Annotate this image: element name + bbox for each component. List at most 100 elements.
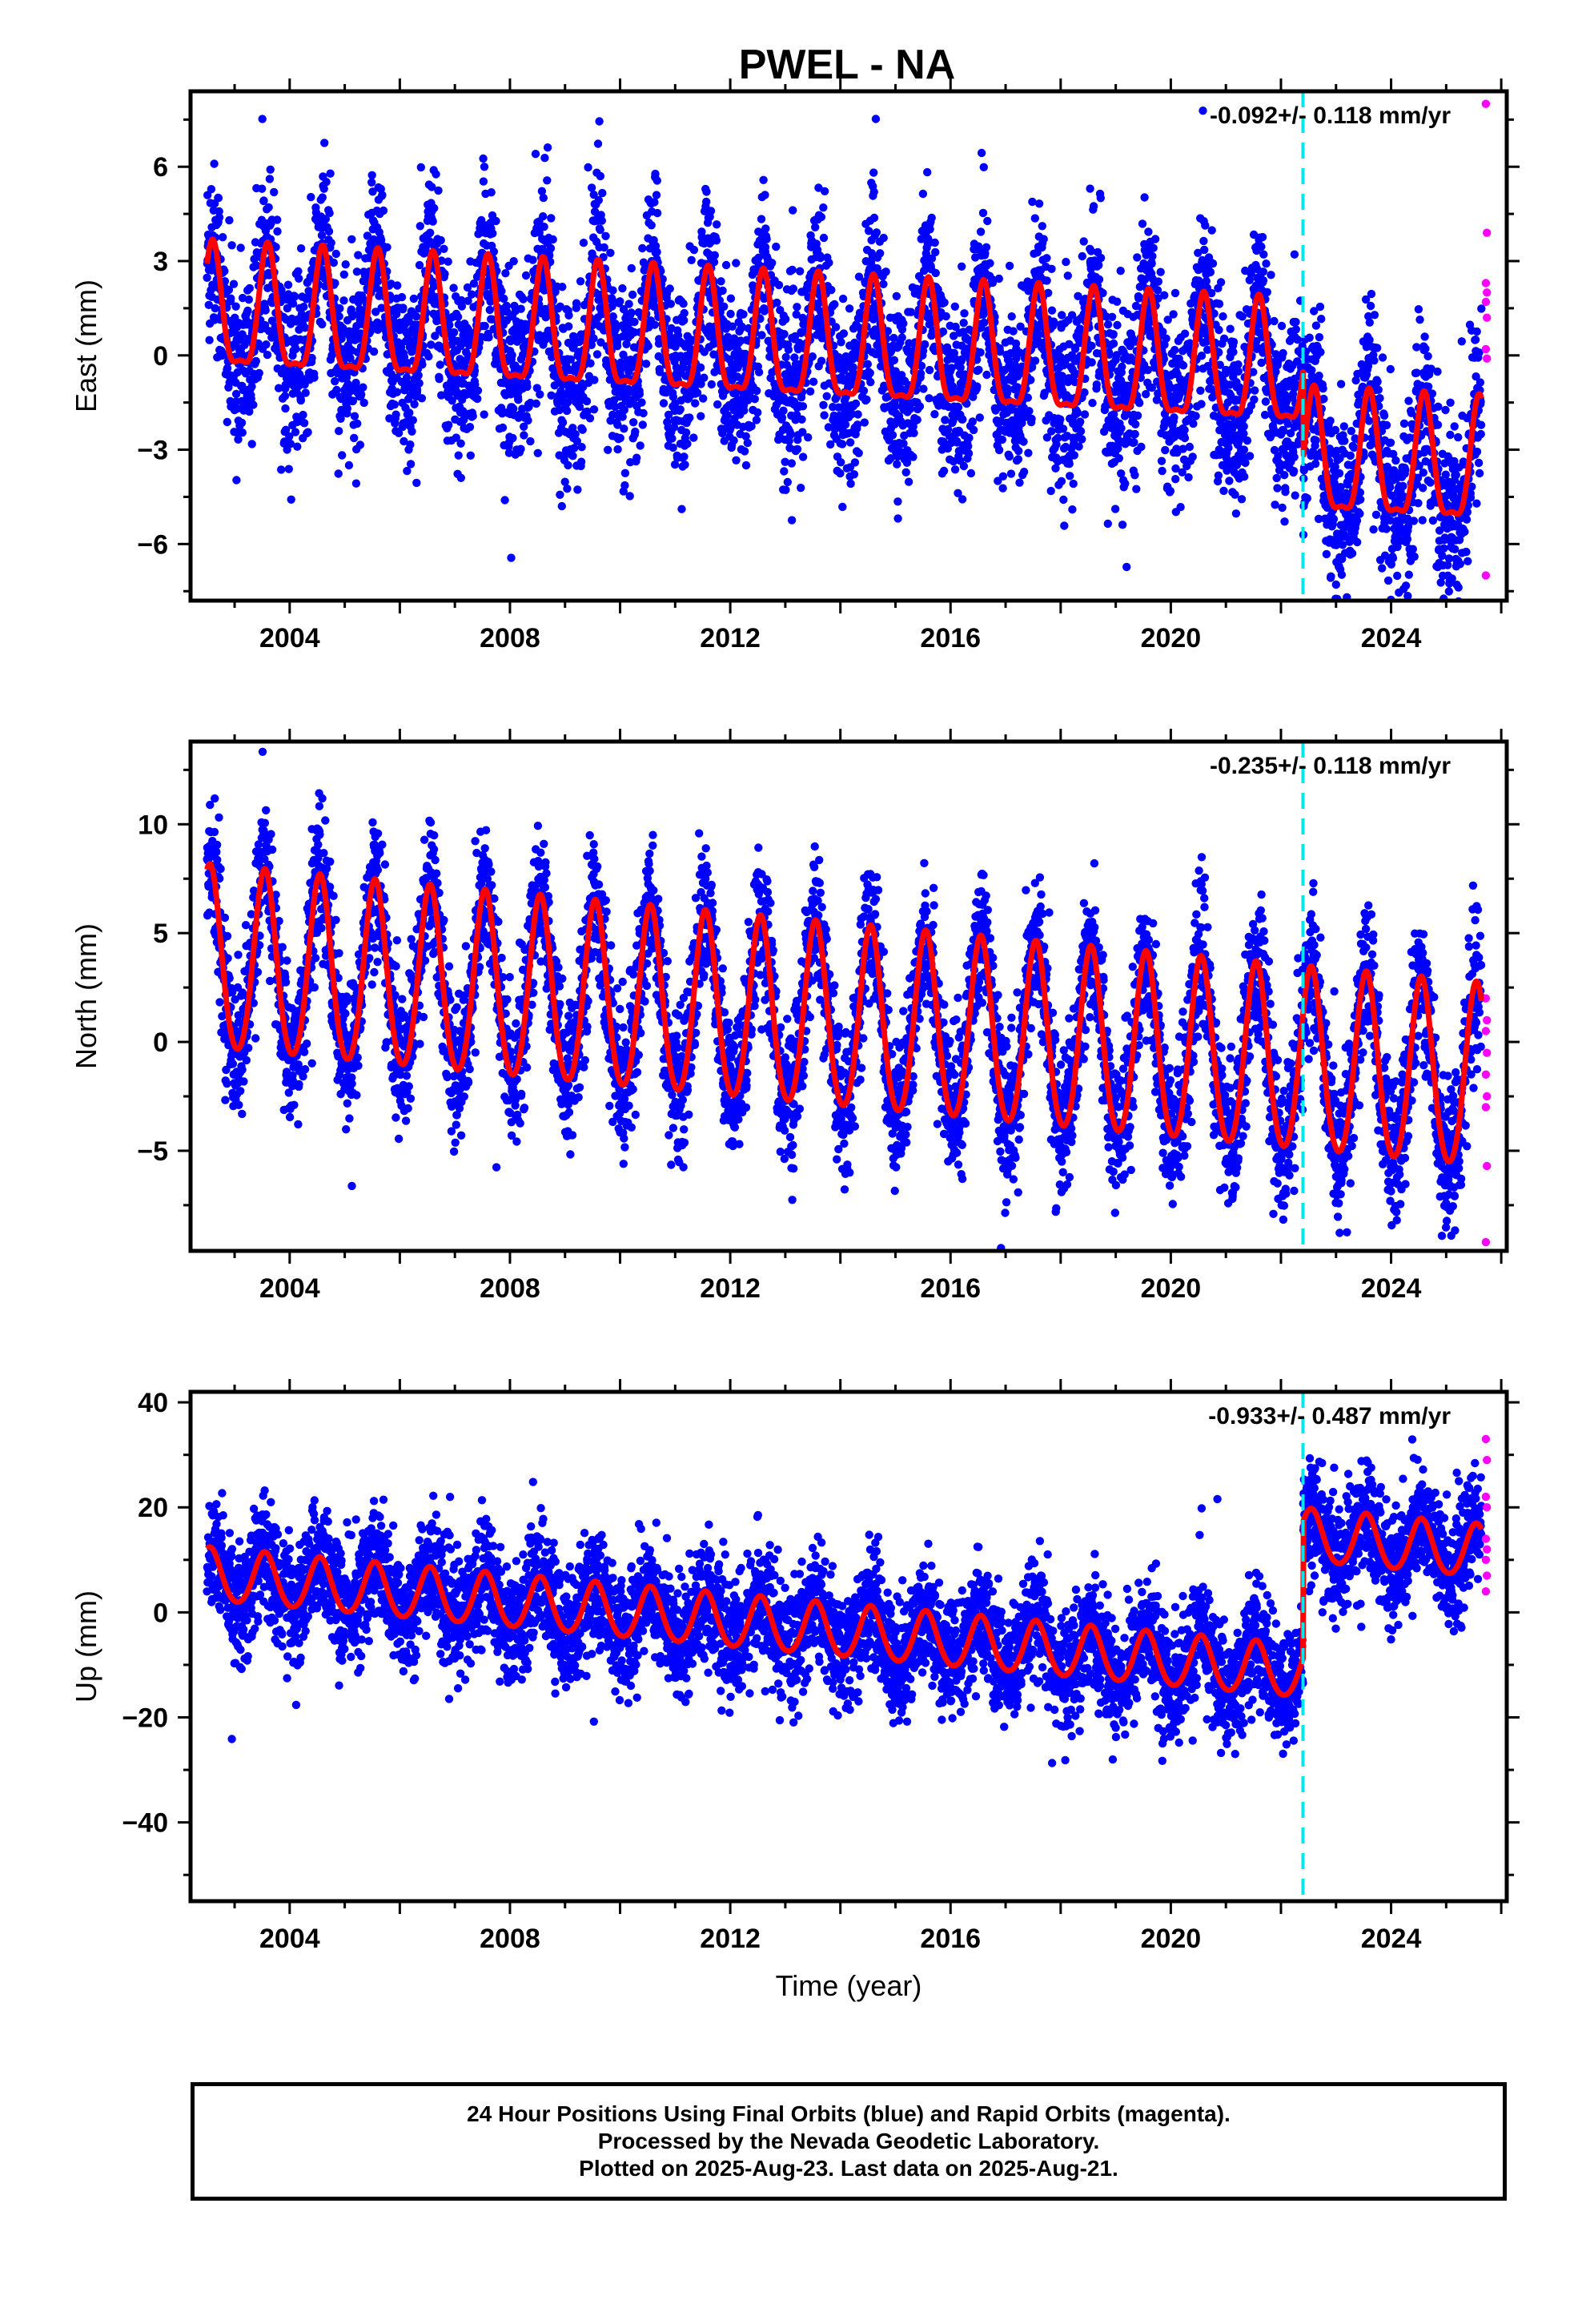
final-orbit-point	[564, 322, 573, 331]
final-orbit-point	[262, 340, 271, 349]
final-orbit-point	[1113, 320, 1122, 330]
final-orbit-point	[809, 377, 818, 386]
final-orbit-point	[1156, 267, 1165, 276]
final-orbit-point	[341, 260, 350, 269]
final-orbit-point	[759, 175, 768, 184]
final-orbit-point	[266, 165, 275, 174]
final-orbit-point	[359, 398, 368, 408]
final-orbit-point	[853, 410, 862, 419]
final-orbit-point	[1185, 442, 1195, 452]
final-orbit-point	[1030, 356, 1040, 365]
final-orbit-point	[547, 214, 556, 223]
final-orbit-point	[587, 183, 596, 192]
final-orbit-point	[578, 425, 587, 434]
final-orbit-point	[787, 459, 796, 468]
final-orbit-point	[631, 427, 640, 436]
final-orbit-point	[531, 150, 540, 159]
final-orbit-point	[797, 484, 805, 493]
final-orbit-point	[408, 416, 417, 424]
final-orbit-point	[229, 279, 239, 288]
final-orbit-point	[881, 267, 890, 276]
final-orbit-point	[1154, 277, 1163, 286]
final-orbit-point	[909, 452, 917, 461]
final-orbit-point	[214, 194, 223, 203]
final-orbit-point	[1080, 410, 1090, 419]
final-orbit-point	[974, 365, 983, 374]
final-orbit-point	[563, 485, 572, 493]
final-orbit-point	[1049, 317, 1058, 326]
final-orbit-point	[691, 399, 700, 408]
final-orbit-point	[497, 287, 506, 296]
final-orbit-point	[1059, 495, 1068, 505]
final-orbit-point	[1019, 468, 1029, 476]
final-orbit-point	[573, 485, 582, 494]
final-orbit-point	[739, 310, 748, 319]
final-orbit-point	[1231, 509, 1241, 518]
final-orbit-point	[203, 191, 212, 199]
final-orbit-point	[616, 433, 624, 443]
final-orbit-point	[743, 438, 752, 448]
final-orbit-point	[788, 265, 797, 275]
final-orbit-point	[399, 304, 408, 312]
final-orbit-point	[819, 203, 828, 212]
final-orbit-point	[879, 233, 888, 243]
final-orbit-point	[359, 383, 367, 392]
final-orbit-point	[713, 400, 722, 409]
final-orbit-point	[526, 436, 535, 446]
final-orbit-point	[798, 452, 808, 461]
final-orbit-point	[1215, 300, 1224, 308]
final-orbit-point	[941, 416, 950, 424]
final-orbit-point	[830, 300, 839, 309]
final-orbit-point	[1216, 278, 1226, 287]
final-orbit-point	[740, 447, 749, 456]
final-orbit-point	[789, 206, 797, 215]
final-orbit-point	[1229, 348, 1238, 356]
final-orbit-point	[652, 176, 661, 185]
final-orbit-point	[428, 217, 437, 226]
final-orbit-point	[1079, 237, 1088, 246]
final-orbit-point	[732, 456, 741, 464]
final-orbit-point	[931, 247, 940, 257]
final-orbit-point	[295, 274, 303, 283]
final-orbit-point	[783, 477, 792, 487]
final-orbit-point	[528, 255, 537, 264]
final-orbit-point	[760, 307, 769, 316]
final-orbit-point	[485, 305, 494, 315]
final-orbit-point	[224, 285, 234, 295]
final-orbit-point	[436, 360, 444, 369]
final-orbit-point	[516, 304, 525, 313]
final-orbit-point	[958, 495, 967, 504]
final-orbit-point	[959, 319, 968, 328]
final-orbit-point	[1056, 415, 1065, 424]
final-orbit-point	[524, 416, 532, 425]
final-orbit-point	[761, 224, 770, 233]
final-orbit-point	[1239, 422, 1248, 431]
final-orbit-point	[369, 347, 379, 356]
final-orbit-point	[418, 360, 427, 369]
final-orbit-point	[284, 464, 293, 473]
final-orbit-point	[227, 294, 235, 303]
final-orbit-point	[1171, 475, 1180, 484]
final-orbit-point	[546, 243, 556, 253]
final-orbit-point	[793, 303, 801, 312]
final-orbit-point	[291, 344, 300, 353]
final-orbit-point	[1201, 221, 1210, 230]
final-orbit-point	[1140, 193, 1149, 202]
final-orbit-point	[234, 435, 243, 444]
final-orbit-point	[652, 191, 661, 199]
final-orbit-point	[669, 443, 677, 452]
final-orbit-point	[1025, 407, 1034, 416]
final-orbit-point	[540, 154, 549, 163]
final-orbit-point	[1237, 495, 1247, 504]
final-orbit-point	[1107, 312, 1117, 321]
final-orbit-point	[1086, 184, 1094, 193]
final-orbit-point	[457, 302, 467, 311]
final-orbit-point	[741, 460, 751, 470]
final-orbit-point	[329, 258, 338, 267]
final-orbit-point	[973, 382, 982, 391]
final-orbit-point	[817, 356, 826, 365]
final-orbit-point	[355, 440, 365, 449]
final-orbit-point	[1121, 479, 1130, 489]
final-orbit-point	[841, 420, 850, 429]
